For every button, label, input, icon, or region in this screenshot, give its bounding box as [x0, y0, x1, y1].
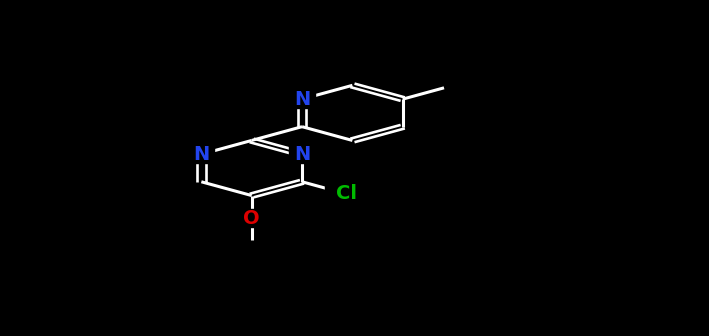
Text: N: N [294, 145, 310, 164]
Polygon shape [239, 209, 264, 227]
Polygon shape [325, 184, 368, 204]
Text: O: O [243, 209, 260, 228]
Text: N: N [294, 90, 310, 109]
Text: N: N [194, 145, 209, 164]
Polygon shape [289, 145, 315, 163]
Text: Cl: Cl [336, 184, 357, 203]
Polygon shape [289, 90, 315, 108]
Polygon shape [189, 145, 214, 163]
